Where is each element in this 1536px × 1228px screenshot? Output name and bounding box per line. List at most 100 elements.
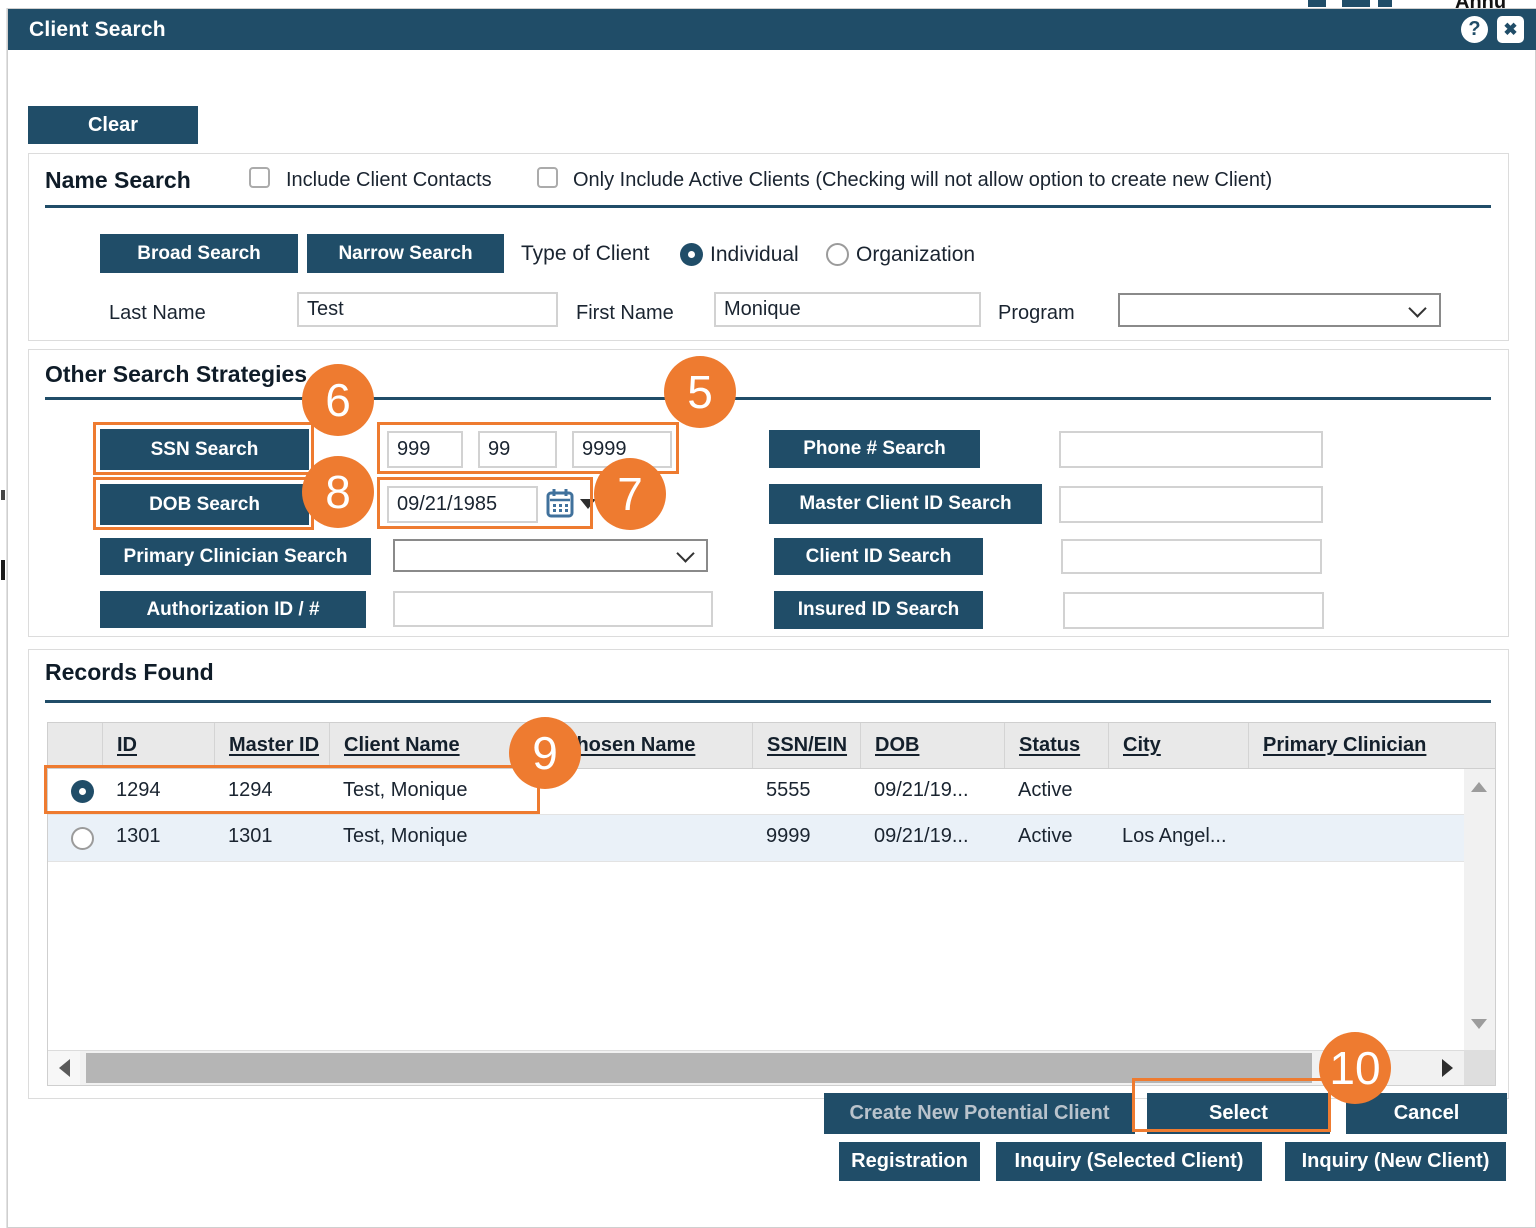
ssn-part3-input[interactable]: 9999 — [572, 431, 672, 468]
other-search-divider — [45, 397, 1491, 400]
scroll-down-icon[interactable] — [1471, 1019, 1487, 1029]
dob-search-button[interactable]: DOB Search — [100, 484, 309, 525]
background-glyph — [1342, 0, 1370, 7]
only-active-clients-label: Only Include Active Clients (Checking wi… — [573, 169, 1273, 191]
scroll-right-button[interactable] — [1430, 1051, 1464, 1085]
dob-input[interactable]: 09/21/1985 — [387, 486, 538, 523]
cell-master-id: 1301 — [228, 825, 273, 847]
header-city[interactable]: City — [1108, 723, 1248, 768]
table-row[interactable]: 1301 1301 Test, Monique 9999 09/21/19...… — [48, 815, 1464, 862]
annotation-box-select-button — [1132, 1078, 1331, 1132]
header-master-id[interactable]: Master ID — [214, 723, 329, 768]
ssn-part2-input[interactable]: 99 — [478, 431, 557, 468]
program-select[interactable] — [1118, 293, 1441, 327]
records-table: ID Master ID Client Name Chosen Name SSN… — [47, 722, 1496, 1086]
background-strip-left — [0, 8, 7, 1228]
callout-5: 5 — [664, 356, 736, 428]
registration-button[interactable]: Registration — [839, 1142, 980, 1181]
cell-client-name: Test, Monique — [343, 779, 468, 801]
header-id[interactable]: ID — [102, 723, 214, 768]
organization-radio[interactable] — [826, 243, 849, 266]
client-search-dialog: Client Search ? ✖ Clear Name Search Incl… — [7, 8, 1536, 1228]
narrow-search-button[interactable]: Narrow Search — [307, 234, 504, 273]
authorization-id-input[interactable] — [393, 591, 713, 627]
client-id-search-button[interactable]: Client ID Search — [774, 538, 983, 575]
other-search-heading: Other Search Strategies — [45, 361, 308, 387]
first-name-input[interactable]: Monique — [714, 292, 981, 327]
only-active-clients-checkbox[interactable] — [537, 167, 558, 188]
callout-8: 8 — [302, 456, 374, 528]
cell-ssn-ein: 5555 — [766, 779, 811, 801]
annotation-box-ssn-button — [93, 422, 314, 475]
dialog-titlebar: Client Search — [8, 9, 1536, 50]
primary-clinician-search-button[interactable]: Primary Clinician Search — [100, 538, 371, 575]
header-client-name[interactable]: Client Name — [329, 723, 547, 768]
cell-chosen-name — [547, 769, 752, 814]
broad-search-button[interactable]: Broad Search — [100, 234, 298, 273]
background-mark — [1, 490, 5, 500]
callout-7: 7 — [594, 458, 666, 530]
calendar-icon[interactable] — [546, 488, 574, 518]
header-radio-column — [48, 723, 102, 768]
row-radio-selected[interactable] — [70, 780, 94, 803]
cell-client-name: Test, Monique — [343, 825, 468, 847]
create-new-potential-client-button[interactable]: Create New Potential Client — [824, 1093, 1135, 1134]
background-mark — [1, 560, 5, 580]
cell-id: 1301 — [116, 825, 161, 847]
cell-city — [1108, 769, 1248, 814]
ssn-part1-input[interactable]: 999 — [387, 431, 463, 468]
insured-id-search-button[interactable]: Insured ID Search — [774, 591, 983, 629]
background-glyph — [1378, 0, 1392, 7]
header-dob[interactable]: DOB — [860, 723, 1004, 768]
header-primary-clinician[interactable]: Primary Clinician — [1248, 723, 1465, 768]
cell-status: Active — [1018, 779, 1073, 801]
cancel-button[interactable]: Cancel — [1346, 1093, 1507, 1134]
master-client-id-input[interactable] — [1059, 486, 1323, 523]
header-ssn-ein[interactable]: SSN/EIN — [752, 723, 860, 768]
row-radio-unselected[interactable] — [70, 826, 94, 850]
scroll-left-button[interactable] — [48, 1051, 80, 1085]
records-found-heading: Records Found — [45, 659, 214, 685]
cell-primary-clinician — [1248, 815, 1465, 861]
vertical-scrollbar[interactable] — [1464, 769, 1495, 1050]
cell-chosen-name — [547, 815, 752, 861]
callout-6: 6 — [302, 364, 374, 436]
client-id-input[interactable] — [1061, 539, 1322, 574]
primary-clinician-select[interactable] — [393, 539, 708, 572]
inquiry-new-client-button[interactable]: Inquiry (New Client) — [1285, 1142, 1506, 1181]
help-icon[interactable]: ? — [1461, 16, 1488, 43]
last-name-input[interactable]: Test — [297, 292, 558, 327]
inquiry-selected-client-button[interactable]: Inquiry (Selected Client) — [996, 1142, 1262, 1181]
organization-radio-label[interactable]: Organization — [856, 243, 976, 266]
ssn-search-button[interactable]: SSN Search — [100, 429, 309, 470]
cell-ssn-ein: 9999 — [766, 825, 811, 847]
individual-radio-label[interactable]: Individual — [710, 243, 799, 266]
insured-id-input[interactable] — [1063, 592, 1324, 629]
type-of-client-label: Type of Client — [521, 242, 650, 265]
include-client-contacts-checkbox[interactable] — [249, 167, 270, 188]
clear-button[interactable]: Clear — [28, 106, 198, 144]
header-status[interactable]: Status — [1004, 723, 1108, 768]
cell-primary-clinician — [1248, 769, 1465, 814]
background-strip-top: Annu — [0, 0, 1536, 8]
scroll-right-icon — [1441, 1059, 1453, 1077]
select-button[interactable]: Select — [1147, 1093, 1330, 1134]
master-client-id-search-button[interactable]: Master Client ID Search — [769, 484, 1042, 524]
callout-10: 10 — [1319, 1032, 1391, 1104]
dob-caret-icon[interactable] — [580, 499, 596, 509]
cell-dob: 09/21/19... — [874, 779, 969, 801]
phone-search-input[interactable] — [1059, 431, 1323, 468]
scroll-up-icon[interactable] — [1471, 782, 1487, 792]
table-row[interactable]: 1294 1294 Test, Monique 5555 09/21/19...… — [48, 769, 1464, 815]
records-found-divider — [45, 700, 1491, 703]
close-icon[interactable]: ✖ — [1497, 16, 1524, 43]
annotation-box-ssn-fields — [377, 422, 679, 474]
include-client-contacts-label: Include Client Contacts — [286, 169, 492, 191]
cell-status: Active — [1018, 825, 1073, 847]
horizontal-scroll-thumb[interactable] — [86, 1053, 1312, 1083]
cell-id: 1294 — [116, 779, 161, 801]
background-clipped-text: Annu — [1455, 0, 1506, 8]
authorization-id-button[interactable]: Authorization ID / # — [100, 591, 366, 628]
individual-radio[interactable] — [680, 243, 703, 266]
phone-search-button[interactable]: Phone # Search — [769, 430, 980, 468]
